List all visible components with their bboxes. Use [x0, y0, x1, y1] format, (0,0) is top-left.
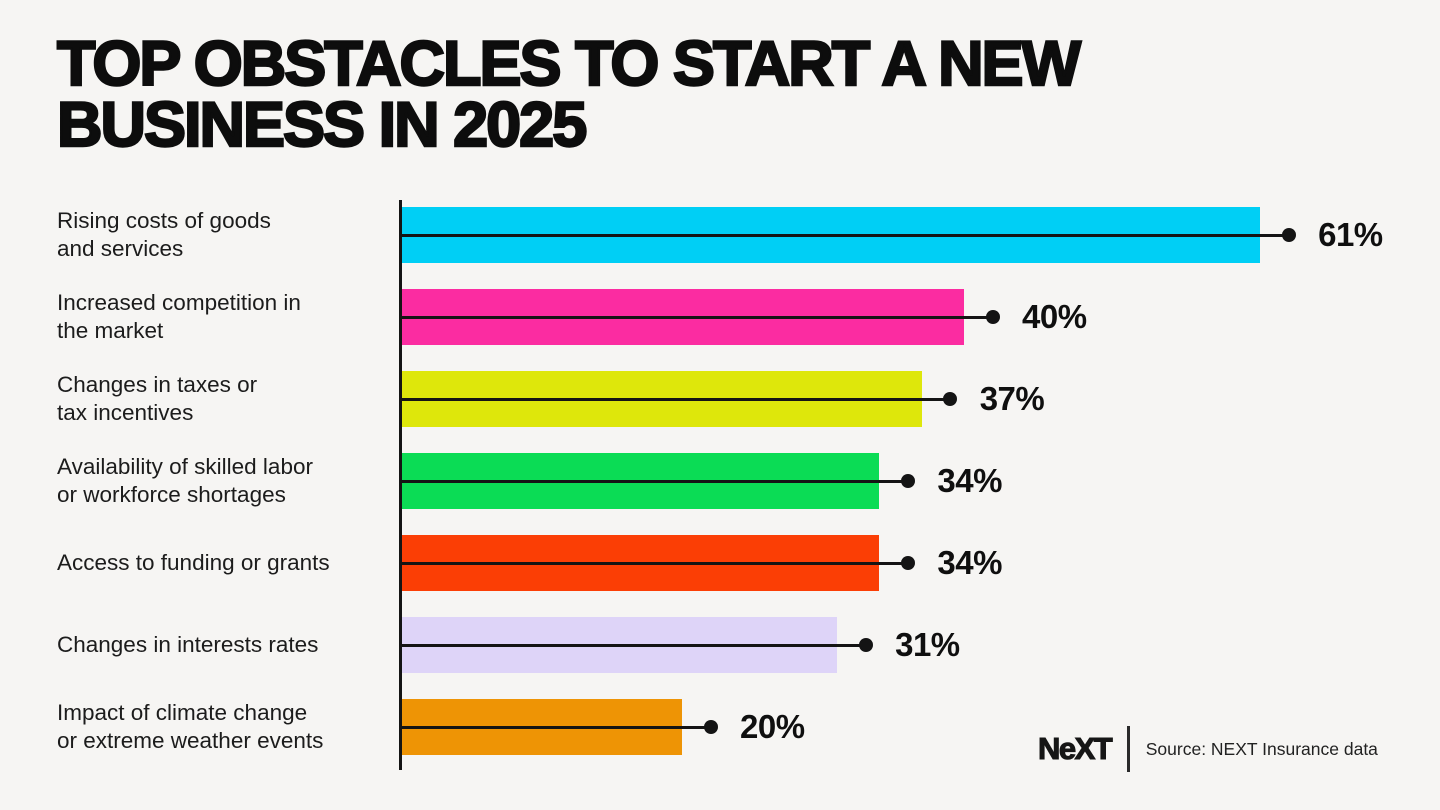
value-dot — [900, 556, 915, 570]
category-label: Access to funding or grants — [57, 549, 330, 577]
footer-divider — [1127, 726, 1130, 772]
value-dot — [985, 310, 1000, 324]
category-label-line: Increased competition in — [57, 290, 301, 315]
category-label: Changes in interests rates — [57, 631, 318, 659]
category-label-line: Changes in interests rates — [57, 632, 319, 657]
value-connector-line — [400, 638, 873, 652]
category-label-line: Rising costs of goods — [57, 208, 271, 233]
category-label-line: and services — [57, 236, 184, 261]
category-label: Impact of climate change or extreme weath… — [57, 699, 323, 755]
category-label-line: Impact of climate change — [57, 700, 308, 725]
value-dot — [900, 474, 915, 488]
value-connector-line — [400, 474, 915, 488]
category-label: Rising costs of goods and services — [57, 207, 271, 263]
value-connector-line — [400, 556, 915, 570]
value-connector-line — [400, 720, 718, 734]
page-title-line-1: TOP OBSTACLES TO START A NEW — [56, 29, 1082, 99]
bar-row: Changes in interests rates 31% — [0, 617, 1440, 699]
category-label-line: the market — [57, 318, 164, 343]
next-logo: NeXT — [1037, 730, 1113, 766]
attribution: NeXT Source: NEXT Insurance data — [1037, 726, 1378, 772]
bar-row: Increased competition in the market 40% — [0, 289, 1440, 371]
bar-row: Changes in taxes or tax incentives 37% — [0, 371, 1440, 453]
category-label-line: or extreme weather events — [57, 728, 324, 753]
category-label: Increased competition in the market — [57, 289, 301, 345]
bar-rows: Rising costs of goods and services 61% Incr… — [0, 207, 1440, 781]
value-label: 34% — [937, 462, 1002, 499]
category-label-line: tax incentives — [57, 400, 194, 425]
category-label: Availability of skilled labor or workforc… — [57, 453, 313, 509]
value-connector-line — [400, 392, 958, 406]
bar-row: Impact of climate change or extreme weath… — [0, 699, 1440, 781]
value-label: 40% — [1022, 298, 1087, 335]
category-label-line: or workforce shortages — [57, 482, 286, 507]
category-label-line: Access to funding or grants — [57, 550, 330, 575]
page-title: TOP OBSTACLES TO START A NEW BUSINESS IN… — [56, 29, 1082, 160]
page-title-line-2: BUSINESS IN 2025 — [56, 90, 589, 160]
category-label: Changes in taxes or tax incentives — [57, 371, 257, 427]
value-label: 20% — [740, 708, 805, 745]
value-label: 31% — [895, 626, 960, 663]
bar-row: Availability of skilled labor or workforc… — [0, 453, 1440, 535]
category-label-line: Availability of skilled labor — [57, 454, 313, 479]
source-text: Source: NEXT Insurance data — [1145, 738, 1378, 759]
value-dot — [943, 392, 958, 406]
y-axis-line — [399, 200, 402, 770]
value-dot — [858, 638, 873, 652]
value-label: 34% — [937, 544, 1002, 581]
bar-row: Rising costs of goods and services 61% — [0, 207, 1440, 289]
bar-row: Access to funding or grants 34% — [0, 535, 1440, 617]
value-connector-line — [400, 228, 1296, 242]
value-dot — [703, 720, 718, 734]
value-label: 61% — [1318, 216, 1383, 253]
value-label: 37% — [979, 380, 1045, 417]
value-connector-line — [400, 310, 1000, 324]
value-dot — [1281, 228, 1296, 242]
category-label-line: Changes in taxes or — [57, 372, 258, 397]
